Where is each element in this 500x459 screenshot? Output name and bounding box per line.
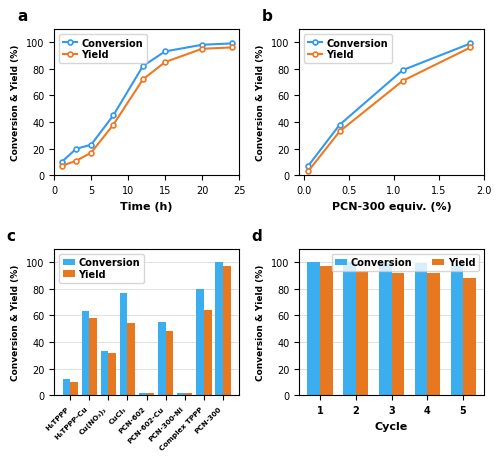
X-axis label: PCN-300 equiv. (%): PCN-300 equiv. (%) bbox=[332, 201, 452, 211]
Yield bbox=[58, 164, 64, 169]
Legend: Conversion, Yield: Conversion, Yield bbox=[332, 254, 479, 272]
Conversion bbox=[162, 50, 168, 55]
Legend: Conversion, Yield: Conversion, Yield bbox=[304, 34, 392, 64]
Bar bbox=[196, 289, 204, 396]
Yield bbox=[305, 169, 311, 175]
Y-axis label: Conversion & Yield (%): Conversion & Yield (%) bbox=[12, 45, 20, 161]
Line: Conversion: Conversion bbox=[59, 42, 234, 165]
Text: a: a bbox=[17, 9, 28, 24]
Bar bbox=[108, 353, 116, 396]
Yield bbox=[162, 60, 168, 66]
Conversion bbox=[58, 160, 64, 165]
Conversion bbox=[400, 68, 406, 74]
Bar bbox=[450, 267, 463, 396]
Bar bbox=[216, 263, 223, 396]
Yield bbox=[228, 45, 234, 51]
Conversion bbox=[110, 113, 116, 119]
Bar bbox=[415, 264, 428, 396]
Conversion bbox=[199, 43, 205, 48]
Bar bbox=[392, 273, 404, 396]
Bar bbox=[343, 263, 356, 396]
Conversion bbox=[336, 123, 342, 128]
Bar bbox=[70, 382, 78, 396]
Conversion bbox=[74, 146, 80, 152]
Legend: Conversion, Yield: Conversion, Yield bbox=[59, 254, 144, 283]
Bar bbox=[356, 272, 368, 396]
X-axis label: Time (h): Time (h) bbox=[120, 201, 173, 211]
Text: d: d bbox=[251, 229, 262, 243]
Bar bbox=[223, 267, 230, 396]
Bar bbox=[62, 380, 70, 396]
Bar bbox=[308, 263, 320, 396]
Bar bbox=[139, 393, 146, 396]
Bar bbox=[428, 273, 440, 396]
Bar bbox=[82, 312, 90, 396]
Conversion bbox=[305, 164, 311, 169]
Bar bbox=[146, 393, 154, 396]
X-axis label: Cycle: Cycle bbox=[375, 421, 408, 431]
Conversion bbox=[468, 42, 473, 47]
Bar bbox=[177, 393, 185, 396]
Bar bbox=[185, 393, 192, 396]
Bar bbox=[463, 279, 475, 396]
Text: b: b bbox=[262, 9, 273, 24]
Legend: Conversion, Yield: Conversion, Yield bbox=[59, 34, 147, 64]
Bar bbox=[90, 319, 97, 396]
Yield bbox=[88, 151, 94, 156]
Bar bbox=[166, 332, 173, 396]
Conversion bbox=[88, 143, 94, 148]
Y-axis label: Conversion & Yield (%): Conversion & Yield (%) bbox=[12, 264, 20, 381]
Bar bbox=[204, 310, 212, 396]
Line: Conversion: Conversion bbox=[306, 42, 473, 169]
Conversion bbox=[140, 64, 146, 70]
Conversion bbox=[228, 42, 234, 47]
Yield bbox=[468, 45, 473, 51]
Yield bbox=[400, 79, 406, 84]
Text: c: c bbox=[6, 229, 15, 243]
Bar bbox=[120, 293, 128, 396]
Bar bbox=[320, 267, 332, 396]
Bar bbox=[128, 324, 135, 396]
Yield bbox=[199, 47, 205, 52]
Yield bbox=[110, 123, 116, 128]
Y-axis label: Conversion & Yield (%): Conversion & Yield (%) bbox=[256, 264, 266, 381]
Bar bbox=[158, 322, 166, 396]
Yield bbox=[140, 78, 146, 83]
Bar bbox=[100, 352, 108, 396]
Line: Yield: Yield bbox=[59, 46, 234, 169]
Yield bbox=[336, 129, 342, 135]
Y-axis label: Conversion & Yield (%): Conversion & Yield (%) bbox=[256, 45, 266, 161]
Line: Yield: Yield bbox=[306, 46, 473, 174]
Yield bbox=[74, 159, 80, 164]
Bar bbox=[379, 264, 392, 396]
